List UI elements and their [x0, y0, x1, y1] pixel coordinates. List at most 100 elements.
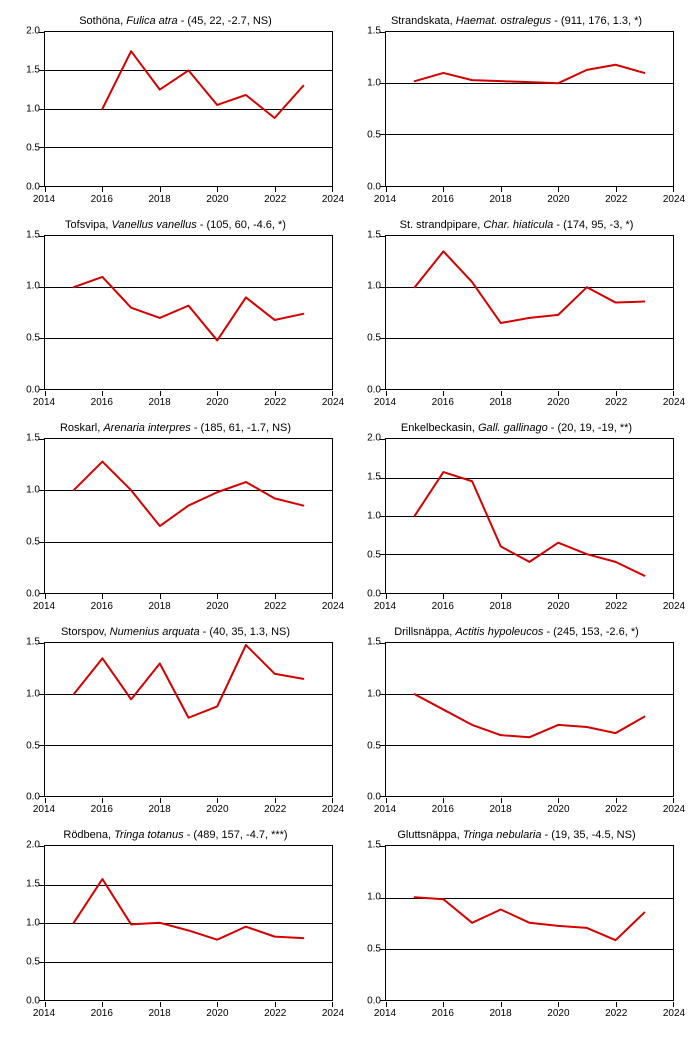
x-tick-mark: [501, 187, 502, 192]
x-tick-label: 2020: [547, 1008, 569, 1019]
plot-box: [385, 235, 674, 391]
x-tick-label: 2024: [322, 601, 344, 612]
title-latin: Numenius arquata: [110, 626, 200, 638]
x-tick-label: 2022: [264, 397, 286, 408]
title-latin: Tringa nebularia: [463, 829, 542, 841]
y-tick-label: 0.0: [351, 588, 381, 599]
x-tick-mark: [45, 391, 46, 396]
y-tick-label: 1.0: [10, 281, 40, 292]
x-tick-label: 2018: [489, 194, 511, 205]
y-tick-label: 1.5: [10, 64, 40, 75]
x-tick-label: 2016: [432, 194, 454, 205]
plot-box: [385, 642, 674, 798]
title-latin: Tringa totanus: [114, 829, 184, 841]
x-tick-label: 2014: [33, 601, 55, 612]
x-tick-label: 2024: [663, 397, 685, 408]
series-line: [386, 846, 673, 1000]
x-tick-label: 2022: [605, 397, 627, 408]
series-line: [386, 32, 673, 186]
series-line: [45, 643, 332, 797]
y-tick-label: 1.0: [351, 510, 381, 521]
y-tick-label: 1.0: [10, 485, 40, 496]
title-common: Enkelbeckasin,: [401, 422, 478, 434]
panel-title: Storspov, Numenius arquata - (40, 35, 1.…: [61, 626, 290, 638]
chart-panel: Sothöna, Fulica atra - (45, 22, -2.7, NS…: [10, 15, 341, 209]
y-tick-label: 0.5: [351, 549, 381, 560]
x-tick-label: 2024: [663, 1008, 685, 1019]
x-tick-mark: [386, 391, 387, 396]
x-tick-label: 2018: [148, 194, 170, 205]
chart-area: 0.00.51.01.5201420162018202020222024: [351, 843, 682, 1023]
x-tick-mark: [443, 1002, 444, 1007]
x-tick-label: 2020: [206, 397, 228, 408]
x-tick-mark: [160, 1002, 161, 1007]
y-tick-label: 1.0: [351, 688, 381, 699]
series-line: [386, 643, 673, 797]
panel-title: Drillsnäppa, Actitis hypoleucos - (245, …: [394, 626, 639, 638]
x-tick-label: 2016: [91, 397, 113, 408]
y-tick-label: 0.5: [351, 129, 381, 140]
chart-panel: Gluttsnäppa, Tringa nebularia - (19, 35,…: [351, 829, 682, 1023]
y-tick-label: 2.0: [10, 840, 40, 851]
x-tick-mark: [673, 594, 674, 599]
x-tick-mark: [386, 1002, 387, 1007]
y-tick-label: 0.0: [10, 385, 40, 396]
x-tick-mark: [616, 1002, 617, 1007]
x-tick-mark: [332, 187, 333, 192]
x-tick-mark: [275, 798, 276, 803]
x-tick-label: 2020: [547, 194, 569, 205]
x-tick-mark: [217, 1002, 218, 1007]
plot-box: [44, 235, 333, 391]
x-tick-mark: [45, 798, 46, 803]
x-tick-mark: [275, 594, 276, 599]
x-tick-mark: [45, 594, 46, 599]
x-tick-mark: [217, 594, 218, 599]
y-tick-label: 0.0: [10, 588, 40, 599]
y-tick-label: 0.0: [10, 792, 40, 803]
chart-panel: Strandskata, Haemat. ostralegus - (911, …: [351, 15, 682, 209]
title-stats: - (174, 95, -3, *): [553, 219, 633, 231]
panel-title: Enkelbeckasin, Gall. gallinago - (20, 19…: [401, 422, 632, 434]
y-tick-label: 2.0: [10, 26, 40, 37]
y-tick-label: 1.0: [351, 77, 381, 88]
chart-area: 0.00.51.01.52.0201420162018202020222024: [10, 843, 341, 1023]
plot-box: [44, 845, 333, 1001]
chart-panel: Storspov, Numenius arquata - (40, 35, 1.…: [10, 626, 341, 820]
y-tick-label: 1.0: [351, 892, 381, 903]
x-tick-label: 2022: [264, 1008, 286, 1019]
x-tick-mark: [332, 1002, 333, 1007]
x-tick-label: 2020: [547, 804, 569, 815]
x-tick-label: 2022: [264, 194, 286, 205]
y-tick-label: 0.0: [351, 181, 381, 192]
title-common: Strandskata,: [391, 15, 456, 27]
x-tick-label: 2022: [264, 601, 286, 612]
y-tick-label: 0.5: [10, 142, 40, 153]
y-tick-label: 0.5: [10, 536, 40, 547]
chart-area: 0.00.51.01.52.0201420162018202020222024: [351, 436, 682, 616]
x-tick-mark: [616, 187, 617, 192]
panel-grid: Sothöna, Fulica atra - (45, 22, -2.7, NS…: [0, 0, 692, 1038]
plot-box: [44, 642, 333, 798]
y-tick-label: 0.0: [351, 385, 381, 396]
panel-title: Roskarl, Arenaria interpres - (185, 61, …: [60, 422, 291, 434]
plot-box: [385, 438, 674, 594]
title-common: Gluttsnäppa,: [397, 829, 462, 841]
title-latin: Vanellus vanellus: [112, 219, 197, 231]
series-line: [386, 236, 673, 390]
title-latin: Char. hiaticula: [483, 219, 553, 231]
plot-box: [44, 31, 333, 187]
title-stats: - (20, 19, -19, **): [548, 422, 632, 434]
title-stats: - (489, 157, -4.7, ***): [184, 829, 288, 841]
x-tick-mark: [45, 1002, 46, 1007]
x-tick-mark: [45, 187, 46, 192]
title-common: St. strandpipare,: [400, 219, 484, 231]
x-tick-mark: [501, 391, 502, 396]
x-tick-label: 2014: [33, 194, 55, 205]
x-tick-label: 2022: [605, 1008, 627, 1019]
x-tick-label: 2022: [605, 194, 627, 205]
title-latin: Fulica atra: [126, 15, 177, 27]
x-tick-mark: [443, 594, 444, 599]
x-tick-mark: [102, 1002, 103, 1007]
x-tick-mark: [160, 391, 161, 396]
x-tick-mark: [443, 798, 444, 803]
